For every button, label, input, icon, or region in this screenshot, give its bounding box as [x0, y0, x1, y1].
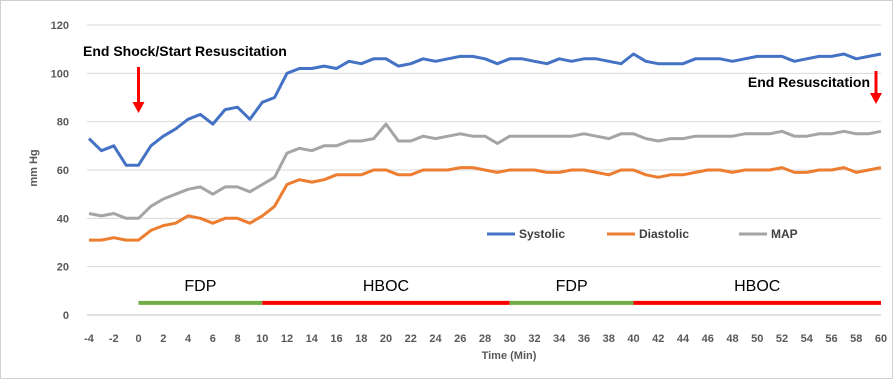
x-tick-label: 48 [726, 333, 738, 345]
series-layer [87, 52, 882, 242]
x-axis-title: Time (Min) [482, 350, 537, 362]
x-tick-label: 4 [185, 333, 192, 345]
y-tick-label: 60 [57, 165, 69, 177]
x-tick-label: 20 [380, 333, 392, 345]
y-tick-label: 120 [51, 20, 69, 32]
grid-layer [87, 24, 881, 316]
annotation-start-arrow-head [132, 102, 145, 113]
x-tick-label: 18 [355, 333, 367, 345]
x-tick-label: 22 [405, 333, 417, 345]
x-tick-label: -4 [84, 333, 95, 345]
annotation-start: End Shock/Start Resuscitation [83, 43, 287, 59]
x-tick-label: 52 [776, 333, 788, 345]
x-tick-label: 28 [479, 333, 491, 345]
x-tick-label: 46 [702, 333, 714, 345]
y-axis-title: mm Hg [28, 149, 40, 186]
x-tick-label: 2 [160, 333, 166, 345]
x-tick-label: 0 [135, 333, 141, 345]
x-tick-label: 36 [578, 333, 590, 345]
phase-layer: FDP HBOC FDP HBOC [138, 278, 881, 305]
phase-label: FDP [184, 278, 216, 295]
x-tick-label: 50 [751, 333, 763, 345]
x-tick-label: 26 [454, 333, 466, 345]
phase-label: HBOC [734, 278, 780, 295]
legend-label: Diastolic [639, 227, 689, 241]
annotation-end: End Resuscitation [748, 74, 870, 90]
x-tick-label: 56 [825, 333, 837, 345]
x-tick-label: 58 [850, 333, 862, 345]
series-line-map [88, 122, 882, 220]
y-tick-label: 20 [57, 262, 69, 274]
x-tick-label: 34 [553, 333, 566, 345]
annotation-layer: End Shock/Start Resuscitation End Resusci… [83, 43, 882, 113]
legend-label: MAP [771, 227, 798, 241]
x-tick-label: 42 [652, 333, 664, 345]
x-tick-label: 32 [528, 333, 540, 345]
x-tick-label: -2 [109, 333, 119, 345]
legend-label: Systolic [519, 227, 565, 241]
y-tick-label: 40 [57, 213, 69, 225]
phase-label: FDP [556, 278, 588, 295]
x-tick-label: 8 [234, 333, 240, 345]
x-tick-label: 10 [256, 333, 268, 345]
x-tick-label: 40 [627, 333, 639, 345]
y-tick-label: 0 [63, 310, 69, 322]
series-line-systolic [87, 52, 882, 167]
x-tick-label: 60 [875, 333, 887, 345]
series-line-diastolic [89, 166, 882, 242]
x-tick-label: 14 [306, 333, 319, 345]
x-tick-label: 38 [603, 333, 615, 345]
phase-label: HBOC [363, 278, 409, 295]
x-tick-label: 54 [801, 333, 814, 345]
x-tick-label: 24 [429, 333, 442, 345]
x-tick-label: 44 [677, 333, 690, 345]
y-tick-label: 100 [51, 68, 69, 80]
y-tick-label: 80 [57, 117, 69, 129]
annotation-end-arrow-head [870, 93, 882, 104]
x-tick-label: 30 [504, 333, 516, 345]
x-tick-label: 6 [210, 333, 216, 345]
legend-layer: Systolic Diastolic MAP [487, 227, 798, 241]
x-tick-label: 12 [281, 333, 293, 345]
x-tick-label: 16 [330, 333, 342, 345]
